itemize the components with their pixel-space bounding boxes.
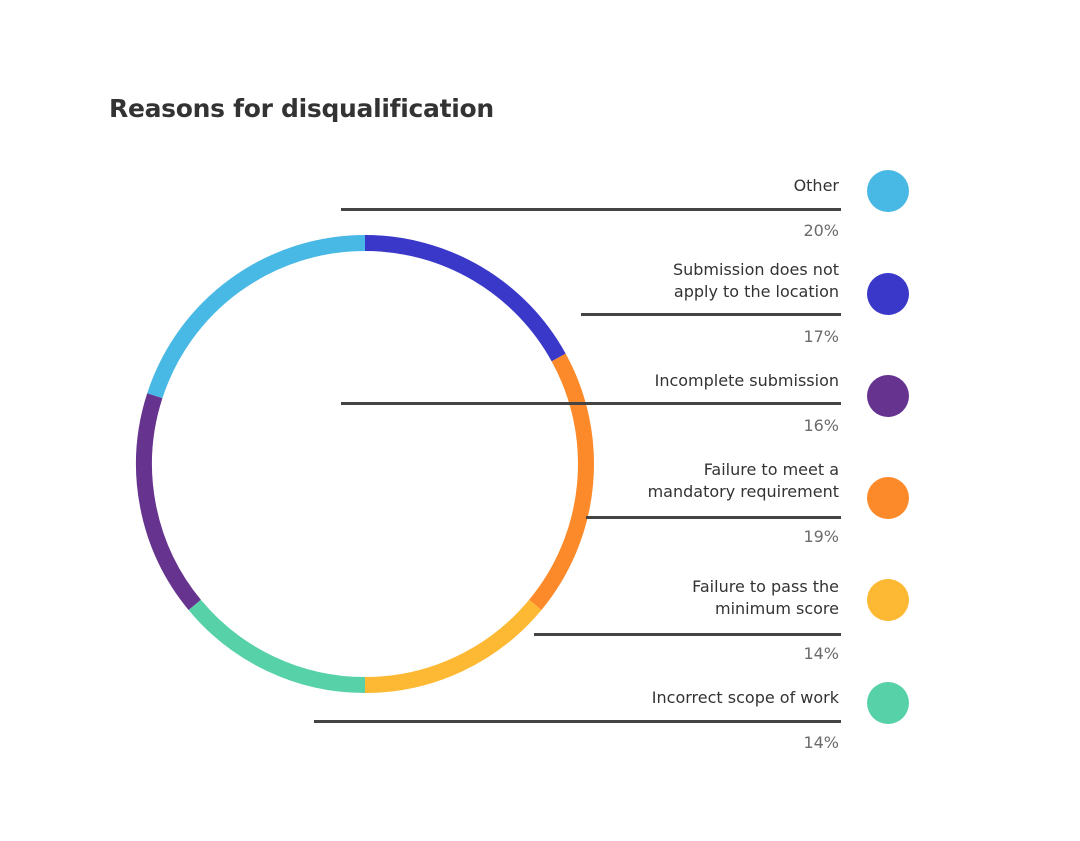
leader-line [341,208,841,211]
leader-line [581,313,841,316]
legend-percent: 16% [803,416,839,435]
legend-percent: 14% [803,733,839,752]
leader-line [314,720,841,723]
legend-label: Incorrect scope of work [651,688,839,707]
leader-line [534,633,841,636]
legend-percent: 19% [803,527,839,546]
color-dot [867,273,909,315]
donut-segment [529,353,594,610]
legend-label: Submission does not apply to the locatio… [672,260,839,301]
donut-segment [188,599,366,693]
color-dot [867,682,909,724]
legend-label: Failure to pass the minimum score [692,577,839,618]
leader-line [586,516,841,519]
legend-label: Incomplete submission [654,371,839,390]
donut-segment [364,599,542,693]
color-dot [867,375,909,417]
donut-segment [147,235,366,399]
color-dot [867,579,909,621]
legend-label: Failure to meet a mandatory requirement [647,460,839,501]
color-dot [867,170,909,212]
legend-percent: 17% [803,327,839,346]
legend-percent: 20% [803,221,839,240]
leader-line [341,402,841,405]
donut-segment [136,393,201,610]
color-dot [867,477,909,519]
legend-label: Other [793,176,839,195]
legend-percent: 14% [803,644,839,663]
chart-title: Reasons for disqualification [109,94,494,123]
donut-segment [364,235,566,362]
